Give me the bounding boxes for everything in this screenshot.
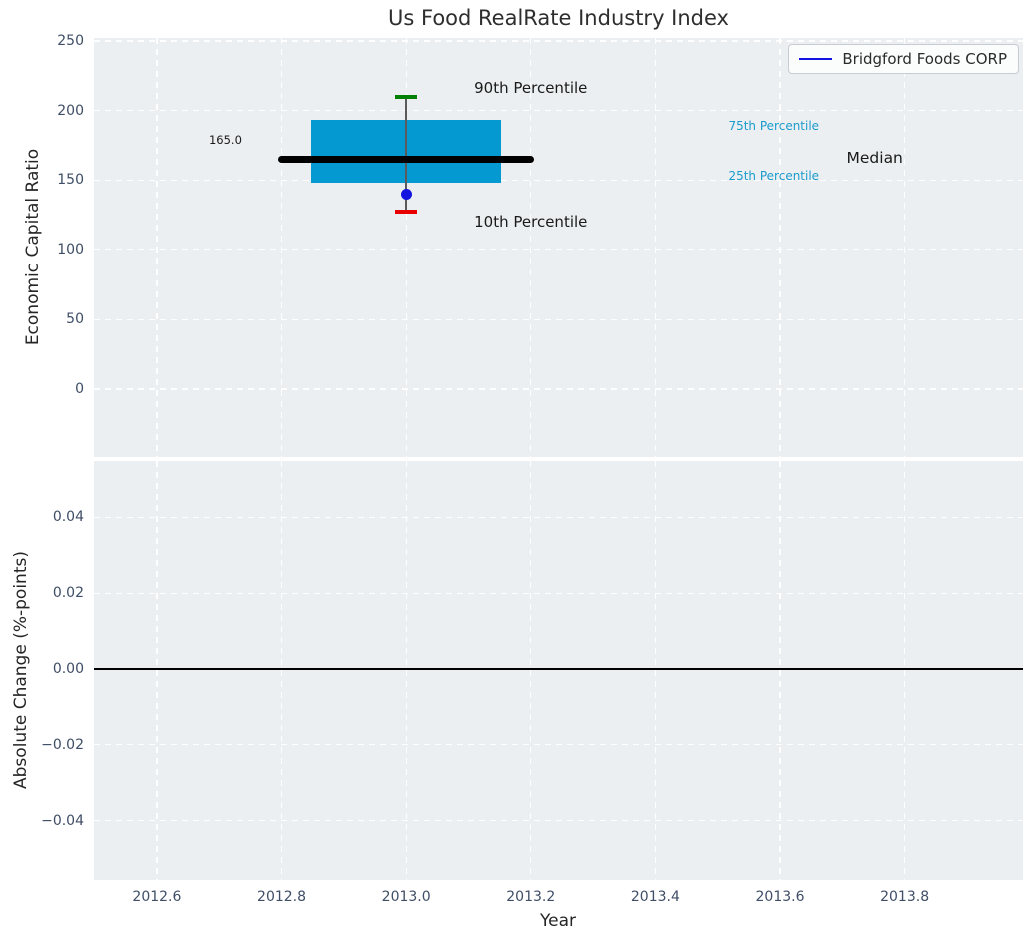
y-tick-label: −0.04	[41, 812, 84, 829]
y-gridline	[94, 744, 1023, 746]
x-tick-label: 2012.8	[257, 889, 307, 905]
y-gridline	[94, 249, 1023, 251]
x-gridline	[779, 461, 781, 880]
company-marker	[400, 188, 412, 200]
p10-cap	[394, 210, 418, 215]
x-tick-label: 2013.8	[880, 889, 930, 905]
chart-title: Us Food RealRate Industry Index	[388, 6, 729, 30]
annotation-10th-percentile: 10th Percentile	[474, 212, 588, 231]
y-gridline	[94, 388, 1023, 390]
x-gridline	[530, 461, 532, 880]
y-tick-label: 250	[57, 33, 84, 50]
x-gridline	[405, 461, 407, 880]
legend-line-sample	[799, 58, 833, 60]
y-tick-label: 0.02	[52, 585, 84, 602]
x-gridline	[903, 38, 906, 457]
x-axis-label: Year	[540, 911, 576, 931]
x-gridline	[156, 38, 158, 457]
x-gridline	[280, 461, 283, 880]
y-tick-label: −0.02	[41, 736, 84, 753]
bottom-plot-area	[94, 461, 1023, 880]
y-gridline	[94, 516, 1023, 519]
top-plot-area	[94, 38, 1023, 457]
annotation-165-0: 165.0	[208, 132, 242, 147]
x-gridline	[405, 38, 407, 457]
y-gridline	[94, 592, 1023, 594]
y-tick-label: 0.04	[52, 509, 84, 526]
x-gridline	[156, 461, 158, 880]
y-tick-label: 200	[57, 102, 84, 119]
x-gridline	[654, 38, 657, 457]
annotation-75th-percentile: 75th Percentile	[728, 118, 820, 133]
x-gridline	[779, 38, 781, 457]
whisker-line	[405, 96, 407, 213]
y-gridline	[94, 40, 1023, 42]
annotation-25th-percentile: 25th Percentile	[728, 169, 820, 184]
x-gridline	[654, 461, 657, 880]
y-tick-label: 50	[66, 311, 84, 328]
y-gridline	[94, 179, 1023, 181]
y-gridline	[94, 109, 1023, 112]
median-line	[278, 155, 534, 164]
y-tick-label: 100	[57, 241, 84, 258]
y-tick-label: 150	[57, 172, 84, 189]
x-tick-label: 2013.0	[381, 889, 431, 905]
annotation-median: Median	[846, 148, 903, 167]
x-tick-label: 2012.6	[132, 889, 182, 905]
x-tick-label: 2013.2	[506, 889, 556, 905]
legend: Bridgford Foods CORP	[788, 44, 1019, 74]
y-tick-label: 0.00	[52, 660, 84, 677]
x-tick-label: 2013.6	[755, 889, 805, 905]
x-gridline	[280, 38, 283, 457]
x-tick-label: 2013.4	[630, 889, 680, 905]
y-tick-label: 0	[75, 380, 84, 397]
zero-reference-line	[94, 667, 1023, 670]
annotation-90th-percentile: 90th Percentile	[474, 79, 588, 98]
x-gridline	[903, 461, 906, 880]
y-gridline	[94, 819, 1023, 822]
y-gridline	[94, 318, 1023, 321]
legend-label: Bridgford Foods CORP	[842, 50, 1007, 68]
p90-cap	[394, 94, 418, 99]
x-gridline	[530, 38, 532, 457]
